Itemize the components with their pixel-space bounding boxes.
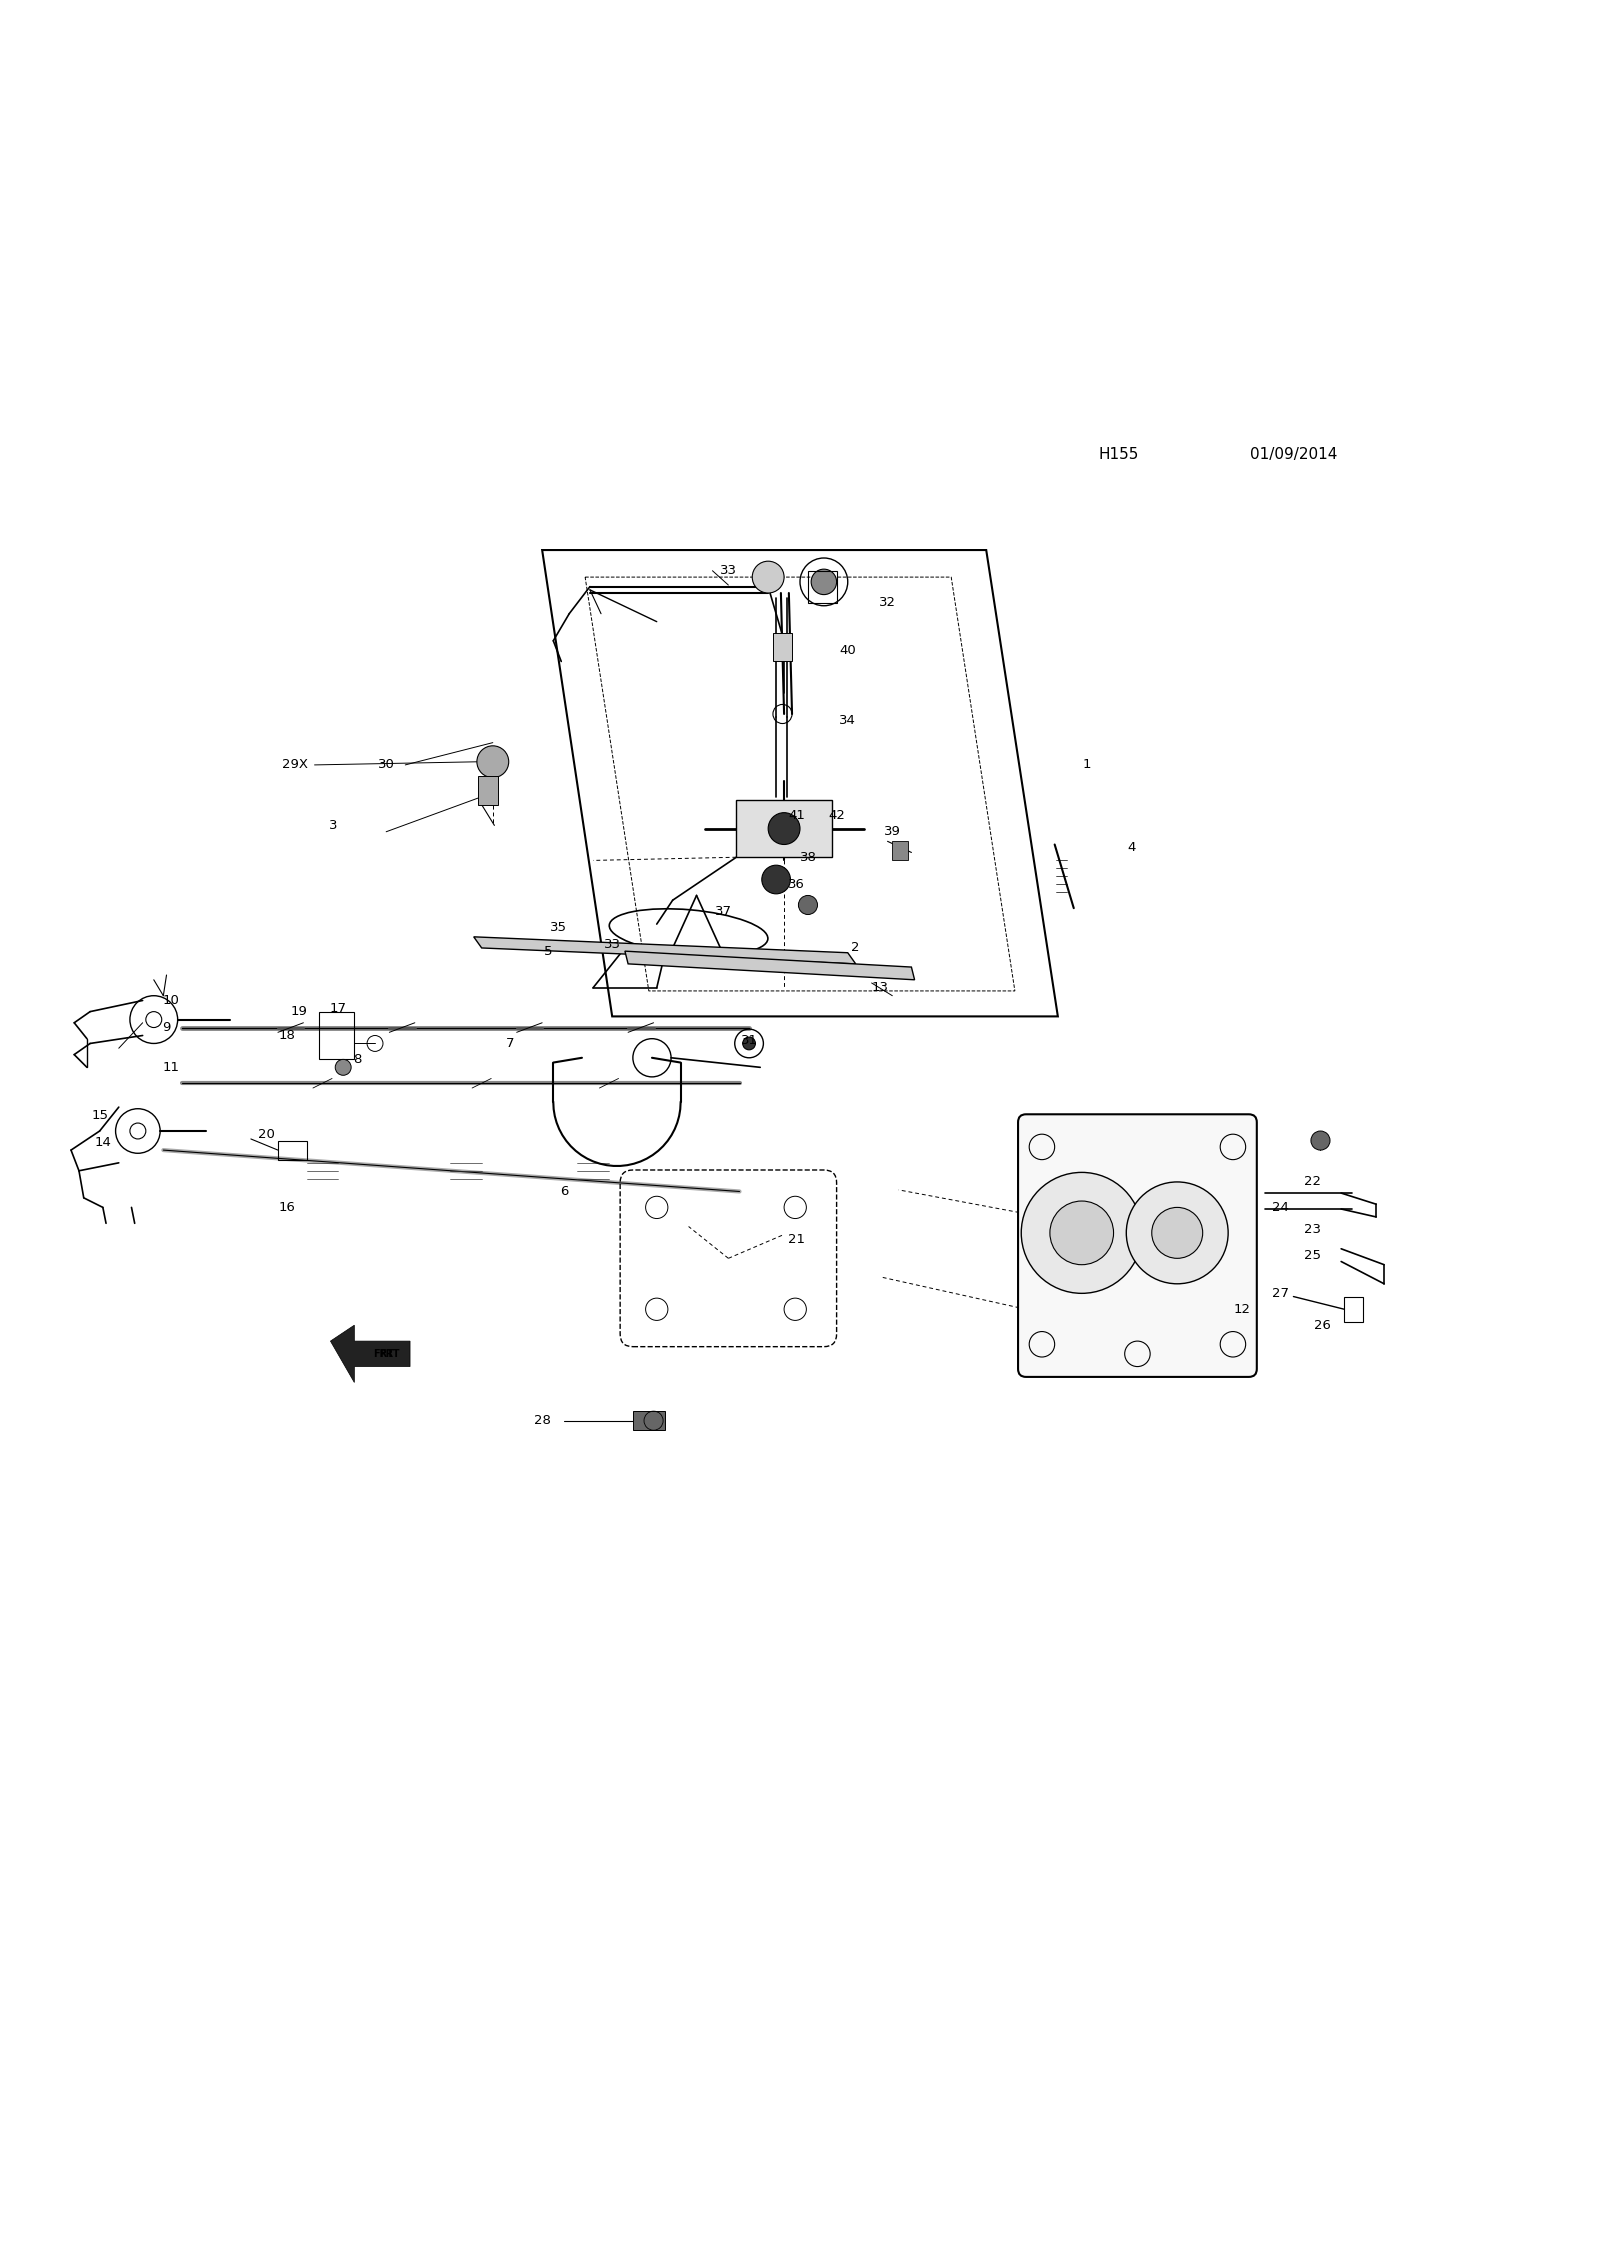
Text: 37: 37 <box>715 905 733 918</box>
Circle shape <box>477 746 509 778</box>
Text: 18: 18 <box>278 1029 296 1043</box>
Text: 13: 13 <box>870 982 888 995</box>
Text: 34: 34 <box>840 715 856 726</box>
Circle shape <box>130 1122 146 1140</box>
Text: H155: H155 <box>1098 448 1139 461</box>
Text: 6: 6 <box>560 1185 568 1199</box>
Text: 5: 5 <box>544 946 552 957</box>
Circle shape <box>762 864 790 893</box>
Text: 30: 30 <box>378 758 395 771</box>
Bar <box>634 1411 664 1430</box>
Bar <box>736 801 832 857</box>
Polygon shape <box>474 936 856 964</box>
Bar <box>478 776 498 805</box>
Text: 20: 20 <box>258 1129 275 1140</box>
Bar <box>1344 1296 1363 1321</box>
Circle shape <box>1152 1208 1203 1258</box>
Text: 40: 40 <box>840 645 856 656</box>
Text: 01/09/2014: 01/09/2014 <box>1250 448 1338 461</box>
Bar <box>773 633 792 661</box>
Text: 36: 36 <box>789 878 805 891</box>
Text: 41: 41 <box>789 810 805 823</box>
Text: 33: 33 <box>720 563 738 577</box>
Text: 11: 11 <box>163 1061 179 1074</box>
FancyBboxPatch shape <box>1018 1115 1258 1378</box>
Text: 14: 14 <box>94 1136 112 1149</box>
Text: FRT: FRT <box>373 1348 394 1359</box>
Text: 42: 42 <box>829 810 845 823</box>
Text: 2: 2 <box>851 941 859 955</box>
Text: 35: 35 <box>549 921 566 934</box>
Polygon shape <box>626 950 915 979</box>
Text: 27: 27 <box>1272 1287 1290 1301</box>
Text: 16: 16 <box>278 1201 296 1215</box>
Circle shape <box>1050 1201 1114 1264</box>
Circle shape <box>146 1011 162 1027</box>
Text: 25: 25 <box>1304 1249 1322 1262</box>
Text: 31: 31 <box>741 1034 757 1047</box>
Text: 24: 24 <box>1272 1201 1290 1215</box>
Circle shape <box>742 1036 755 1050</box>
Circle shape <box>768 812 800 844</box>
Text: 32: 32 <box>878 597 896 608</box>
Text: 39: 39 <box>883 826 901 839</box>
Text: 1: 1 <box>1082 758 1091 771</box>
Circle shape <box>336 1059 350 1074</box>
Bar <box>362 1344 418 1364</box>
Text: 17: 17 <box>330 1002 347 1016</box>
Bar <box>278 1140 307 1160</box>
Polygon shape <box>331 1326 410 1382</box>
Text: 38: 38 <box>800 851 816 864</box>
Text: 33: 33 <box>603 939 621 952</box>
Text: 23: 23 <box>1304 1224 1322 1237</box>
Circle shape <box>811 570 837 595</box>
Text: 4: 4 <box>1126 841 1136 855</box>
Circle shape <box>798 896 818 914</box>
Text: FRT: FRT <box>379 1348 400 1359</box>
Text: 3: 3 <box>330 819 338 832</box>
Text: 9: 9 <box>162 1020 171 1034</box>
Circle shape <box>1021 1172 1142 1294</box>
Text: 8: 8 <box>354 1052 362 1065</box>
Text: 21: 21 <box>789 1233 805 1246</box>
Circle shape <box>1126 1183 1229 1285</box>
Text: 7: 7 <box>506 1036 515 1050</box>
Text: 15: 15 <box>91 1108 109 1122</box>
Text: 26: 26 <box>1314 1319 1331 1332</box>
Bar <box>808 570 837 602</box>
Text: 22: 22 <box>1304 1176 1322 1188</box>
Text: 19: 19 <box>290 1004 307 1018</box>
Circle shape <box>1310 1131 1330 1149</box>
Text: 29X: 29X <box>283 758 309 771</box>
Text: 10: 10 <box>163 993 179 1007</box>
Text: 28: 28 <box>534 1414 550 1427</box>
Bar <box>893 841 909 860</box>
Text: 12: 12 <box>1234 1303 1251 1316</box>
Bar <box>320 1011 354 1059</box>
Circle shape <box>752 561 784 593</box>
